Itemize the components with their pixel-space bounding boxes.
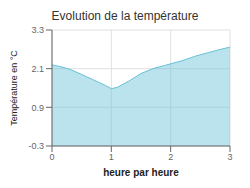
svg-text:heure par heure: heure par heure — [103, 167, 179, 178]
svg-text:2: 2 — [168, 152, 173, 162]
html-text:Evolution de la température: Evolution de la température — [51, 9, 199, 23]
svg-text:1: 1 — [109, 152, 114, 162]
svg-text:-0.3: -0.3 — [28, 141, 44, 151]
svg-text:0.9: 0.9 — [31, 103, 44, 113]
svg-text:3.3: 3.3 — [31, 25, 44, 35]
svg-text:2.1: 2.1 — [31, 64, 44, 74]
svg-text:3: 3 — [227, 152, 232, 162]
svg-text:0: 0 — [49, 152, 54, 162]
svg-text:Température en °C: Température en °C — [9, 50, 19, 126]
